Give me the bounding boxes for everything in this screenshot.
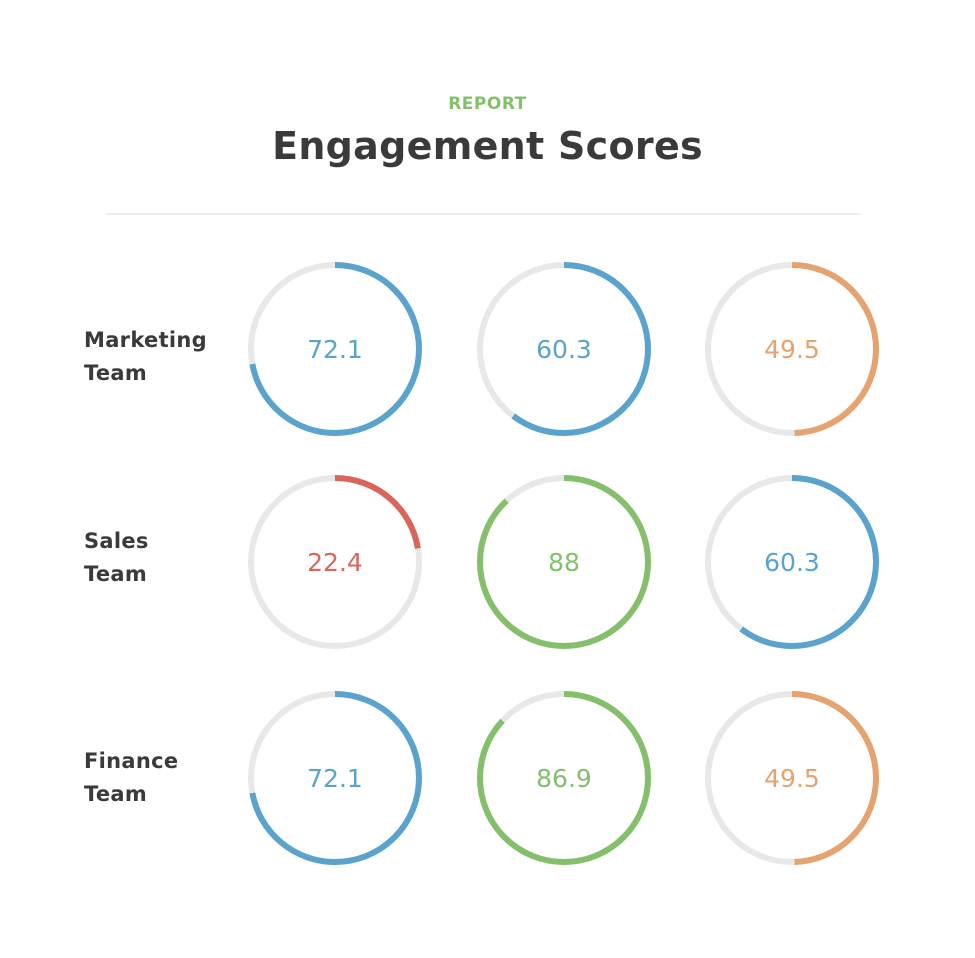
score-value-label: 72.1 (307, 335, 363, 364)
score-ring: 72.1 (248, 691, 422, 865)
row-label-sales: Sales Team (84, 525, 149, 591)
ring-progress-arc (248, 475, 422, 649)
score-ring: 22.4 (248, 475, 422, 649)
score-value-label: 49.5 (764, 335, 820, 364)
row-label-line: Sales (84, 529, 149, 553)
ring-progress-arc (705, 262, 879, 436)
row-label-line: Finance (84, 749, 179, 773)
score-value-label: 49.5 (764, 764, 820, 793)
score-value-label: 60.3 (764, 548, 820, 577)
score-ring: 49.5 (705, 691, 879, 865)
score-ring: 49.5 (705, 262, 879, 436)
score-value-label: 88 (548, 548, 580, 577)
ring-progress-arc (477, 691, 651, 865)
row-label-line: Team (84, 782, 148, 806)
score-value-label: 72.1 (307, 764, 363, 793)
ring-progress-arc (248, 262, 422, 436)
ring-progress-arc (705, 691, 879, 865)
score-ring: 88 (477, 475, 651, 649)
ring-progress-arc (477, 475, 651, 649)
score-ring: 72.1 (248, 262, 422, 436)
page-title: Engagement Scores (272, 124, 703, 168)
row-label-line: Marketing (84, 328, 207, 352)
score-value-label: 60.3 (536, 335, 592, 364)
score-ring: 60.3 (477, 262, 651, 436)
ring-progress-arc (705, 475, 879, 649)
score-value-label: 86.9 (536, 764, 592, 793)
report-eyebrow: REPORT (448, 94, 527, 114)
row-label-line: Team (84, 562, 148, 586)
score-ring: 86.9 (477, 691, 651, 865)
ring-progress-arc (248, 691, 422, 865)
row-label-finance: Finance Team (84, 745, 178, 811)
ring-progress-arc (477, 262, 651, 436)
score-value-label: 22.4 (307, 548, 363, 577)
row-label-line: Team (84, 361, 148, 385)
header-divider (106, 213, 860, 215)
row-label-marketing: Marketing Team (84, 324, 207, 390)
score-ring: 60.3 (705, 475, 879, 649)
